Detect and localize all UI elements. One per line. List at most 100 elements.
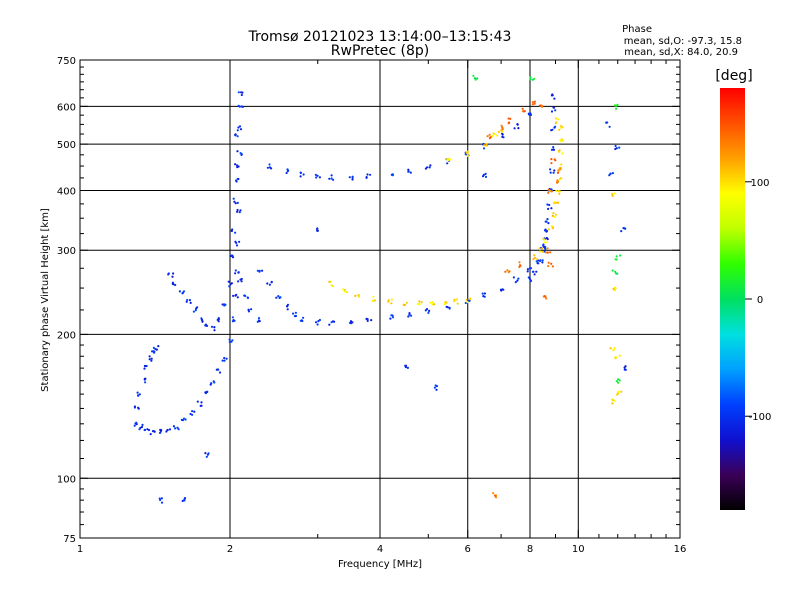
echo-point [560, 138, 563, 141]
echo-point [159, 428, 162, 431]
echo-point [387, 300, 390, 303]
echo-point [557, 201, 560, 204]
echo-point [155, 348, 158, 351]
echo-point [275, 296, 278, 299]
echo-point [521, 107, 524, 110]
echo-point [294, 311, 297, 314]
echo-point [541, 261, 544, 264]
echo-point [624, 227, 627, 230]
echo-point [293, 315, 297, 318]
echo-point [217, 320, 220, 323]
echo-point [529, 279, 533, 282]
x-tick-label: 16 [674, 544, 687, 555]
echo-point [200, 404, 203, 407]
echo-point [513, 127, 516, 130]
echo-point [138, 393, 141, 396]
echo-point [268, 163, 271, 166]
echo-point [557, 118, 560, 121]
echo-point [145, 364, 148, 368]
echo-point [237, 126, 240, 129]
echo-point [193, 410, 196, 413]
echo-point [611, 398, 614, 401]
echo-point [531, 103, 534, 106]
echo-point [239, 278, 242, 281]
echo-point [181, 499, 184, 503]
echo-point [137, 406, 140, 409]
echo-point [614, 144, 617, 148]
echo-point [618, 379, 621, 382]
echo-point [149, 433, 152, 436]
echo-point [189, 301, 192, 304]
echo-point [466, 300, 469, 304]
echo-point [618, 354, 621, 357]
grid-lines [80, 60, 680, 538]
echo-point [316, 323, 319, 326]
echo-point [189, 412, 192, 416]
echo-point [250, 308, 253, 311]
echo-point [391, 316, 395, 319]
echo-point [553, 215, 557, 219]
echo-point [611, 172, 615, 175]
echo-point [522, 110, 525, 113]
y-axis-label: Stationary phase Virtual Height [km] [40, 208, 51, 392]
echo-point [561, 152, 564, 155]
echo-point [428, 166, 431, 169]
echo-point [501, 126, 504, 129]
echo-point [547, 207, 550, 210]
echo-point [529, 267, 533, 270]
echo-point [446, 306, 449, 309]
echo-point [218, 371, 222, 374]
echo-point [483, 144, 486, 147]
echo-point [550, 225, 554, 228]
echo-point [507, 122, 510, 125]
echo-point [485, 144, 488, 147]
x-tick-label: 6 [465, 544, 471, 555]
echo-point [168, 428, 172, 431]
y-tick-label: 300 [57, 246, 76, 257]
echo-point [550, 162, 553, 165]
echo-point [370, 319, 373, 322]
echo-point [235, 164, 239, 167]
echo-point [192, 310, 195, 313]
echo-point [534, 256, 537, 259]
echo-point [614, 270, 617, 273]
echo-point [473, 77, 476, 80]
echo-point [225, 357, 228, 360]
echo-point [553, 158, 556, 161]
echo-point [453, 300, 456, 303]
echo-point [547, 264, 550, 268]
echo-point [206, 453, 209, 456]
echo-point [431, 303, 434, 306]
echo-point [183, 499, 186, 502]
echo-point [560, 125, 563, 128]
colorbar-tick-label: 0 [757, 295, 763, 306]
colorbar-tick-label: 100 [750, 178, 769, 189]
echo-point [501, 133, 504, 136]
echo-point [389, 317, 392, 320]
echo-point [277, 295, 280, 298]
echo-point [549, 251, 552, 254]
echo-point [446, 162, 449, 165]
echo-point [258, 320, 261, 323]
echo-point [466, 150, 469, 153]
echo-point [554, 213, 558, 216]
echo-point [484, 172, 487, 175]
echo-point [558, 192, 561, 195]
echo-point [228, 338, 231, 341]
echo-point [466, 152, 469, 155]
echo-point [239, 209, 242, 212]
echo-point [544, 251, 548, 254]
echo-point [617, 392, 620, 395]
echo-point [407, 170, 410, 173]
echo-point [527, 113, 531, 116]
echo-point [609, 347, 612, 350]
echo-point [342, 288, 345, 291]
echo-point [483, 292, 486, 295]
echo-point [533, 102, 536, 105]
echo-point [409, 171, 412, 174]
echo-point [195, 307, 198, 310]
echo-point [405, 301, 408, 304]
echo-point [433, 303, 436, 306]
echo-point [237, 104, 240, 107]
